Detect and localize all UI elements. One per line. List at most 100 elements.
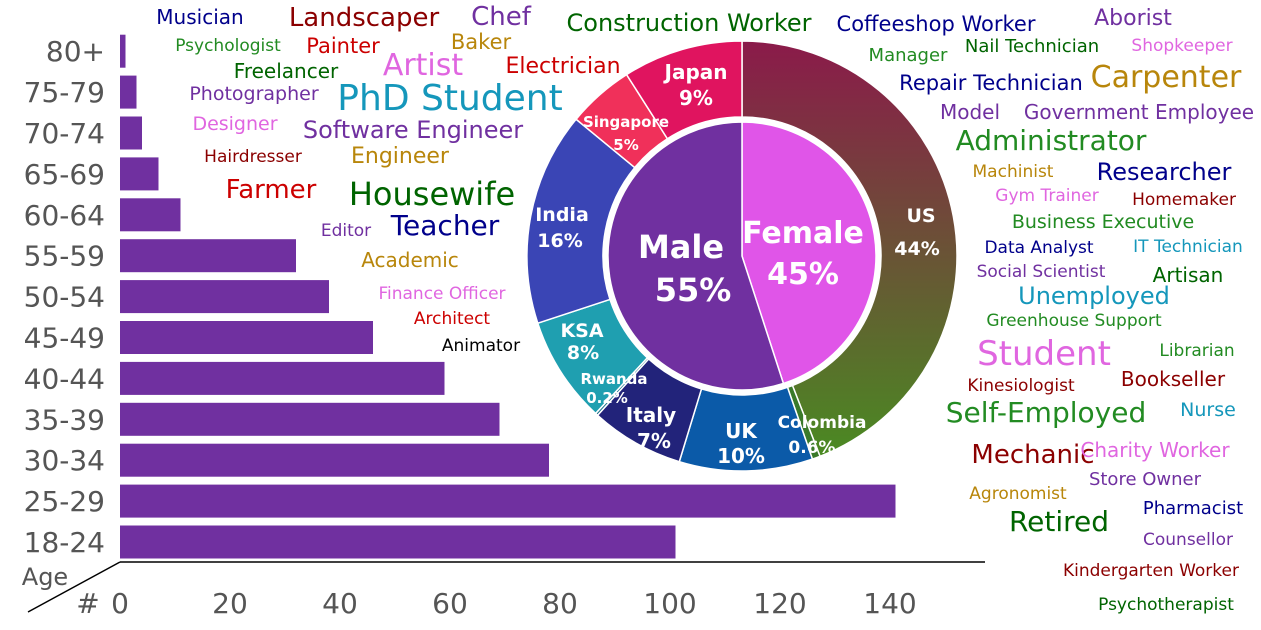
age-axis: 18-24 25-29 30-34 35-39 40-44 45-49 50-54 55-59…	[22, 35, 985, 620]
x-tick-label: 120	[753, 587, 806, 620]
occupation-word: Aborist	[1094, 6, 1172, 31]
country-value-label: 5%	[613, 136, 638, 154]
country-label: Rwanda	[580, 370, 647, 388]
occupation-word: Electrician	[505, 54, 620, 79]
occupation-word: Chef	[471, 2, 532, 32]
occupation-word: Manager	[869, 45, 948, 66]
age-bar-50-54	[120, 280, 329, 314]
gender-label: Male	[638, 228, 724, 266]
age-tick-label: 75-79	[24, 76, 105, 109]
occupation-word: Landscaper	[289, 3, 440, 33]
age-bar-40-44	[120, 361, 445, 395]
age-tick-label: 25-29	[24, 485, 105, 518]
occupation-word: Model	[940, 100, 1000, 124]
occupation-word: Nurse	[1180, 399, 1236, 421]
country-value-label: 16%	[537, 230, 582, 252]
occupation-word: Social Scientist	[977, 262, 1106, 282]
occupation-word: Architect	[414, 309, 491, 329]
occupation-word: Editor	[321, 221, 371, 241]
occupation-word: Freelancer	[234, 59, 339, 83]
occupation-word: Charity Worker	[1080, 438, 1230, 462]
age-bar-75-79	[120, 75, 137, 109]
age-tick-label: 70-74	[24, 117, 105, 150]
age-bar-35-39	[120, 402, 500, 436]
occupation-word: Kindergarten Worker	[1063, 561, 1239, 581]
occupation-word: Psychologist	[175, 36, 281, 56]
occupation-word: Unemployed	[1018, 282, 1170, 310]
gender-value-label: 45%	[767, 257, 839, 292]
age-bar-80+	[120, 34, 126, 68]
x-tick-label: 140	[863, 587, 916, 620]
occupation-word: Homemaker	[1132, 190, 1236, 210]
age-bar-60-64	[120, 198, 181, 232]
occupation-word: Engineer	[351, 144, 450, 169]
occupation-word: Gym Trainer	[995, 186, 1098, 206]
country-value-label: 10%	[717, 444, 765, 468]
occupation-word: Animator	[442, 336, 520, 356]
occupation-word: Counsellor	[1143, 530, 1233, 550]
age-tick-label: 45-49	[24, 322, 105, 355]
age-tick-label: 55-59	[24, 240, 105, 273]
occupation-word: Shopkeeper	[1131, 36, 1232, 56]
occupation-word: Hairdresser	[204, 147, 302, 167]
country-label: Japan	[663, 60, 728, 84]
occupation-word: Agronomist	[969, 484, 1067, 504]
country-value-label: 0.2%	[586, 389, 628, 407]
x-tick-label: 40	[322, 587, 358, 620]
x-tick-label: 0	[111, 587, 129, 620]
gender-pie-chart: Female 45% Male 55%	[607, 121, 877, 391]
occupation-word: Repair Technician	[899, 71, 1083, 95]
occupation-word: Nail Technician	[965, 36, 1099, 57]
gender-value-label: 55%	[655, 271, 732, 309]
age-tick-label: 35-39	[24, 403, 105, 436]
x-tick-label: 100	[643, 587, 696, 620]
occupation-word: Carpenter	[1091, 60, 1242, 95]
occupation-word: Artisan	[1153, 263, 1224, 287]
x-tick-label: 20	[212, 587, 248, 620]
gender-label: Female	[742, 216, 864, 251]
occupation-word: Government Employee	[1024, 100, 1254, 124]
occupation-word: IT Technician	[1133, 237, 1243, 257]
occupation-word: Machinist	[973, 162, 1054, 182]
age-bar-25-29	[120, 484, 896, 518]
occupation-word: Administrator	[956, 124, 1147, 157]
age-tick-label: 80+	[46, 35, 105, 68]
y-axis-title: Age	[22, 563, 68, 591]
occupation-word: Psychotherapist	[1098, 595, 1234, 615]
axis-divider-line	[27, 561, 121, 613]
country-label: India	[535, 204, 589, 226]
occupation-word: Teacher	[390, 209, 500, 242]
occupation-word: Photographer	[189, 83, 319, 105]
occupation-word: Student	[977, 334, 1111, 374]
age-tick-label: 50-54	[24, 281, 105, 314]
country-label: US	[906, 205, 935, 227]
country-value-label: 0.6%	[788, 438, 835, 458]
country-label: Colombia	[778, 413, 867, 433]
occupation-word: Construction Worker	[567, 9, 812, 37]
country-label: KSA	[560, 320, 603, 342]
occupation-word: Coffeeshop Worker	[837, 12, 1036, 36]
country-label: UK	[725, 419, 758, 443]
age-tick-label: 30-34	[24, 444, 105, 477]
occupation-word: PhD Student	[337, 78, 562, 119]
occupation-word: Finance Officer	[378, 284, 505, 304]
country-value-label: 7%	[637, 429, 671, 453]
occupation-word-cloud: Musician Landscaper Chef Construction Worke…	[156, 2, 1254, 615]
occupation-word: Bookseller	[1121, 367, 1226, 391]
occupation-word: Musician	[156, 5, 243, 29]
occupation-word: Kinesiologist	[967, 376, 1075, 396]
country-label: Singapore	[583, 113, 669, 131]
age-tick-label: 65-69	[24, 158, 105, 191]
occupation-word: Baker	[451, 30, 512, 54]
occupation-word: Data Analyst	[984, 238, 1093, 258]
gender-slice-female	[741, 121, 877, 385]
occupation-word: Store Owner	[1089, 469, 1202, 490]
country-value-label: 44%	[894, 238, 939, 260]
age-tick-label: 60-64	[24, 199, 105, 232]
occupation-word: Pharmacist	[1143, 498, 1243, 519]
occupation-word: Painter	[306, 34, 380, 58]
occupation-word: Designer	[192, 113, 277, 135]
occupation-word: Farmer	[226, 175, 317, 205]
age-tick-label: 18-24	[24, 526, 105, 559]
